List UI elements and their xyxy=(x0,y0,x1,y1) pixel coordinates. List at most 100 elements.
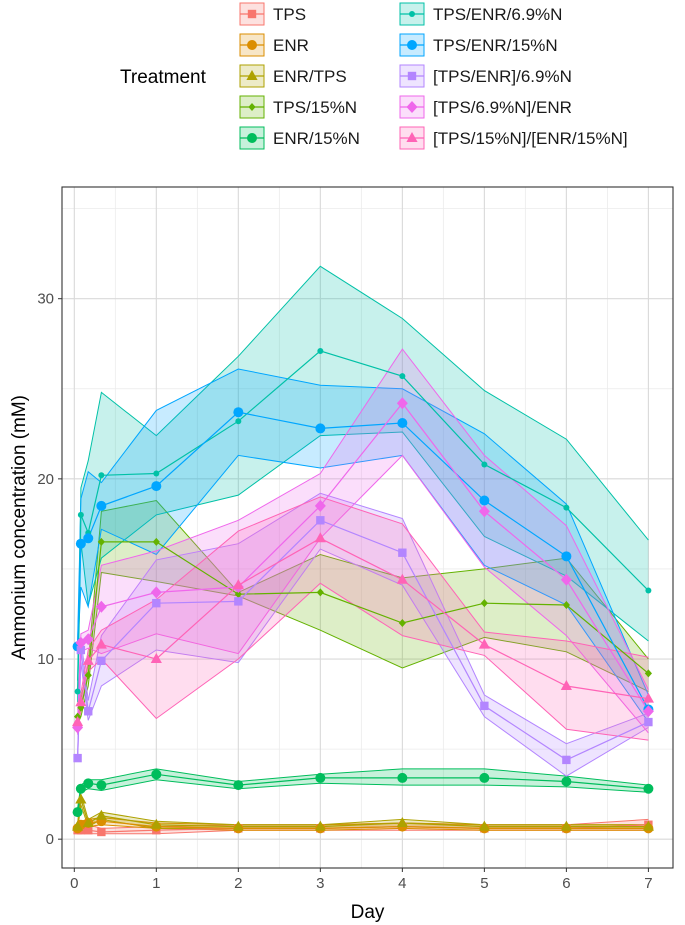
point-enr-tps xyxy=(82,816,94,827)
point-tps-6-9-n-enr xyxy=(95,600,107,613)
point-tps-15-n xyxy=(152,537,160,546)
ribbon-tps-enr-15-n xyxy=(77,369,649,723)
point-tps-15-n xyxy=(97,537,105,546)
plot-panel xyxy=(62,187,673,868)
legend-label-tps-15-n-enr-15-n: [TPS/15%N]/[ENR/15%N] xyxy=(433,129,628,148)
point-enr-15-n xyxy=(75,783,86,794)
legend-key-tps-enr-6-9-n xyxy=(399,2,425,26)
point-tps-15-n-enr-15-n xyxy=(150,653,162,664)
point-enr-15-n xyxy=(151,769,162,780)
point-tps-6-9-n-enr xyxy=(150,586,162,599)
point-enr-15-n xyxy=(83,778,94,789)
ribbon-tps-enr-6-9-n xyxy=(77,266,649,703)
legend-marker-enr-15-n xyxy=(247,133,257,143)
point-tps-enr-6-9-n xyxy=(480,701,489,711)
point-tps-enr-6-9-n xyxy=(235,418,242,425)
legend-key-tps-enr-6-9-n xyxy=(399,64,425,88)
point-tps-15-n xyxy=(644,669,652,678)
legend-key-tps-15-n xyxy=(239,95,265,119)
point-enr-tps xyxy=(232,820,244,831)
upper-bound-tps-enr-6-9-n xyxy=(77,492,649,755)
point-tps-15-n-enr-15-n xyxy=(82,654,94,665)
legend-label-tps-15-n: TPS/15%N xyxy=(273,98,357,117)
lower-bound-tps-enr-6-9-n xyxy=(77,548,649,777)
legend-key-enr xyxy=(239,33,265,57)
ribbon-tps-15-n-enr-15-n xyxy=(77,496,649,741)
plot-border xyxy=(61,186,674,869)
point-enr-tps xyxy=(71,820,84,831)
point-tps-15-n xyxy=(562,600,570,609)
point-tps-enr-6-9-n xyxy=(399,373,406,380)
point-tps-enr-15-n xyxy=(315,423,326,434)
point-tps-enr-6-9-n xyxy=(234,597,243,606)
x-tick-label: 3 xyxy=(316,875,324,892)
x-axis-title: Day xyxy=(351,902,385,923)
legend-key-enr-tps xyxy=(239,64,265,88)
point-enr-tps xyxy=(150,818,162,829)
point-tps-enr-6-9-n xyxy=(74,688,81,695)
legend: Treatment TPS ENR ENR/TPS TPS/15%N ENR/15%N TP… xyxy=(120,2,628,150)
point-enr-15-n xyxy=(643,783,654,794)
point-tps-enr-6-9-n xyxy=(317,347,324,354)
point-enr-tps xyxy=(75,793,87,804)
point-tps-enr-15-n xyxy=(96,500,107,511)
legend-marker-tps-15-n-enr-15-n xyxy=(406,132,418,142)
point-tps-enr-15-n xyxy=(397,418,408,429)
grid-minor xyxy=(62,187,673,868)
point-tps-enr-6-9-n xyxy=(563,504,570,511)
legend-label-enr-tps: ENR/TPS xyxy=(273,67,347,86)
ribbon-tps-enr-6-9-n xyxy=(77,493,649,777)
point-enr-tps xyxy=(95,809,107,820)
point-tps-enr-6-9-n xyxy=(481,461,488,468)
point-tps-enr-6-9-n xyxy=(644,717,653,727)
x-tick-label: 4 xyxy=(398,875,406,892)
x-tick-label: 6 xyxy=(562,875,570,892)
y-tick-label: 30 xyxy=(37,291,54,308)
x-tick-label: 0 xyxy=(70,875,78,892)
x-tick-label: 5 xyxy=(480,875,488,892)
lower-bound-tps-6-9-n-enr xyxy=(77,454,649,735)
ribbon-tps-15-n xyxy=(77,500,649,724)
legend-marker-tps-6-9-n-enr xyxy=(406,101,418,113)
point-tps-enr-15-n xyxy=(151,481,162,492)
legend-label-enr-15-n: ENR/15%N xyxy=(273,129,360,148)
point-enr-tps xyxy=(478,820,490,831)
x-tick-label: 2 xyxy=(234,875,242,892)
point-tps-15-n-enr-15-n xyxy=(396,573,408,584)
point-tps-enr-6-9-n xyxy=(98,472,105,479)
point-tps-enr-15-n xyxy=(83,533,94,544)
point-tps-enr-6-9-n xyxy=(77,511,84,518)
y-tick-label: 10 xyxy=(37,651,54,668)
point-tps-15-n xyxy=(234,590,242,599)
lower-bound-tps-enr-15-n xyxy=(77,454,649,723)
x-axis: 0 1 2 3 4 5 6 7 xyxy=(70,868,653,892)
legend-marker-enr xyxy=(247,40,257,50)
point-enr-15-n xyxy=(479,772,490,783)
legend-label-tps-enr-15-n: TPS/ENR/15%N xyxy=(433,36,558,55)
point-tps-enr-6-9-n xyxy=(152,598,161,608)
point-tps-enr-6-9-n xyxy=(316,516,325,525)
point-enr-tps xyxy=(642,820,654,831)
point-enr-15-n xyxy=(561,776,572,787)
legend-key-enr-15-n xyxy=(239,126,265,150)
point-tps-enr-6-9-n xyxy=(76,645,86,655)
point-enr-15-n xyxy=(233,780,244,791)
ribbon-enr-15-n xyxy=(77,768,649,816)
point-tps-enr-15-n xyxy=(75,538,86,549)
x-tick-label: 7 xyxy=(644,875,652,892)
y-tick-label: 20 xyxy=(37,471,54,488)
upper-bound-tps-enr-6-9-n xyxy=(77,265,649,681)
point-tps-enr-6-9-n xyxy=(645,587,652,594)
point-tps-enr-15-n xyxy=(561,551,572,562)
point-enr-15-n xyxy=(72,807,83,818)
legend-label-tps-enr-6-9-n: TPS/ENR/6.9%N xyxy=(433,5,562,24)
legend-key-tps-15-n-enr-15-n xyxy=(399,126,425,150)
point-tps-15-n-enr-15-n xyxy=(71,716,84,727)
point-tps-6-9-n-enr xyxy=(314,499,326,512)
point-tps-6-9-n-enr xyxy=(82,633,94,646)
legend-marker-tps xyxy=(247,9,257,19)
point-tps xyxy=(97,827,106,837)
point-tps-enr-15-n xyxy=(479,495,490,506)
point-tps-15-n xyxy=(316,588,324,597)
